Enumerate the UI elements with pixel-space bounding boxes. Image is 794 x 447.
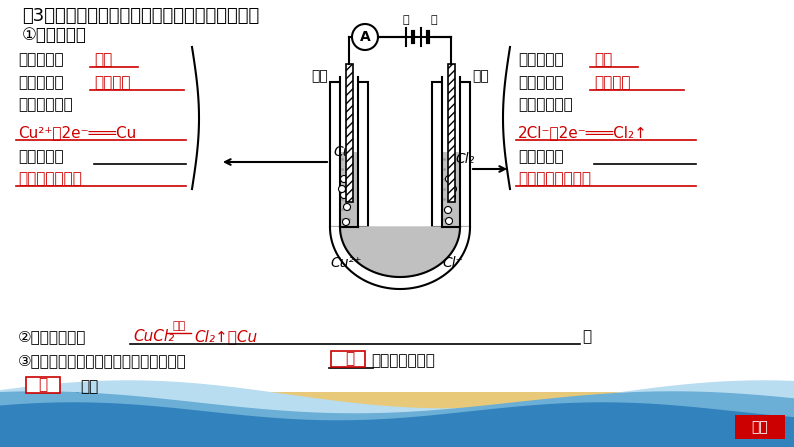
Text: Cl₂: Cl₂ <box>455 152 474 166</box>
Text: A: A <box>360 30 370 44</box>
Text: 阴极: 阴极 <box>311 69 328 83</box>
Text: Cu: Cu <box>333 145 352 159</box>
Text: 阳极: 阳极 <box>472 69 489 83</box>
Text: 有黄绿色气体生成: 有黄绿色气体生成 <box>518 171 591 186</box>
Circle shape <box>449 186 457 193</box>
Text: ①实验装置：: ①实验装置： <box>22 26 87 44</box>
Text: 阴极: 阴极 <box>94 52 112 67</box>
Text: 。: 。 <box>582 329 591 344</box>
Text: （3）工作原理（以惰性电极电解氯化铜为例）。: （3）工作原理（以惰性电极电解氯化铜为例）。 <box>22 7 260 25</box>
Text: ＋: ＋ <box>430 15 437 25</box>
Text: 氧化反应: 氧化反应 <box>594 75 630 90</box>
Bar <box>442 72 460 227</box>
Text: －: － <box>403 15 410 25</box>
Text: 电极名称：: 电极名称： <box>518 52 564 67</box>
Bar <box>331 351 365 367</box>
Text: 还原反应: 还原反应 <box>94 75 130 90</box>
Bar <box>26 377 60 393</box>
Bar <box>443 152 459 227</box>
Text: 极。: 极。 <box>80 379 98 394</box>
Text: 实验现象：: 实验现象： <box>18 149 64 164</box>
Polygon shape <box>340 227 460 277</box>
Circle shape <box>449 194 456 201</box>
Circle shape <box>341 176 348 182</box>
Circle shape <box>341 191 348 198</box>
Text: Cu²⁺＋2e⁻═══Cu: Cu²⁺＋2e⁻═══Cu <box>18 125 137 140</box>
Bar <box>735 415 785 439</box>
Circle shape <box>342 219 349 225</box>
Text: Cl⁻: Cl⁻ <box>442 256 464 270</box>
Bar <box>340 72 358 227</box>
Text: ②电池总反应：: ②电池总反应： <box>18 329 87 344</box>
Text: 通电: 通电 <box>172 321 186 331</box>
Bar <box>448 64 454 202</box>
Bar <box>0 392 794 447</box>
Circle shape <box>445 218 453 224</box>
Circle shape <box>338 186 345 193</box>
Circle shape <box>445 207 452 214</box>
Text: 电极名称：: 电极名称： <box>18 52 64 67</box>
Text: 电极反应式：: 电极反应式： <box>518 97 572 112</box>
Text: 阳极: 阳极 <box>594 52 612 67</box>
Text: 实验现象：: 实验现象： <box>518 149 564 164</box>
Text: Cu²⁺: Cu²⁺ <box>330 256 362 270</box>
Text: 阴: 阴 <box>38 378 48 392</box>
Circle shape <box>352 24 378 50</box>
Text: 答案: 答案 <box>752 420 769 434</box>
Bar <box>341 152 357 227</box>
Bar <box>443 152 459 227</box>
Text: 反应类型：: 反应类型： <box>18 75 64 90</box>
Circle shape <box>344 203 350 211</box>
Circle shape <box>445 176 453 182</box>
Text: 2Cl⁻－2e⁻═══Cl₂↑: 2Cl⁻－2e⁻═══Cl₂↑ <box>518 125 648 140</box>
Text: 阳: 阳 <box>345 351 355 367</box>
Polygon shape <box>330 227 470 289</box>
Text: 电极反应式：: 电极反应式： <box>18 97 73 112</box>
Bar <box>330 82 368 227</box>
Text: 极，阳离子移向: 极，阳离子移向 <box>371 353 435 368</box>
Text: ③电解池中离子的定向移动：阴离子移向: ③电解池中离子的定向移动：阴离子移向 <box>18 353 187 368</box>
Bar <box>341 152 357 227</box>
Bar <box>432 82 470 227</box>
Text: CuCl₂: CuCl₂ <box>133 329 174 344</box>
Text: 有红色物质析出: 有红色物质析出 <box>18 171 82 186</box>
Text: 反应类型：: 反应类型： <box>518 75 564 90</box>
Bar <box>345 64 353 202</box>
Text: Cl₂↑＋Cu: Cl₂↑＋Cu <box>194 329 257 344</box>
